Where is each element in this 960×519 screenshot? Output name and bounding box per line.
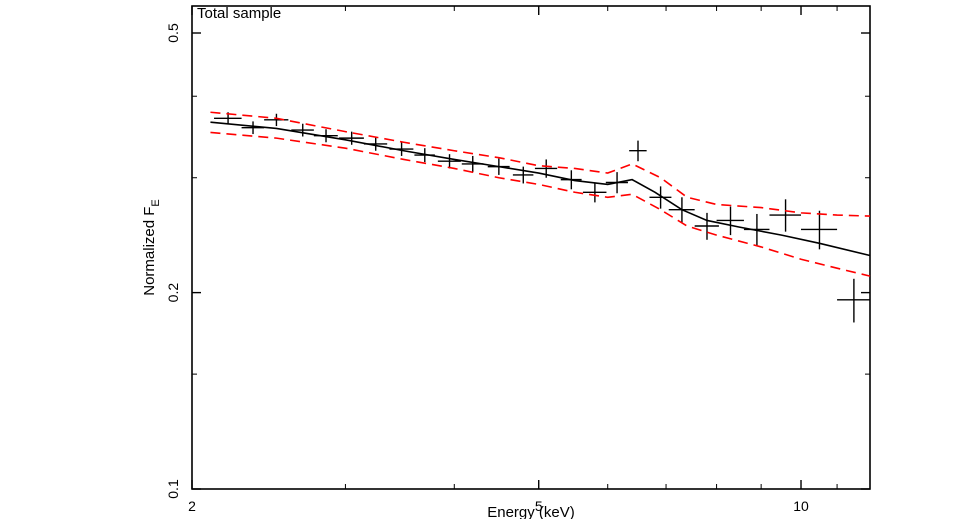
xtick-label: 10 (793, 498, 809, 514)
upper-bound-line (210, 112, 870, 216)
x-axis-label: Energy (keV) (487, 504, 575, 519)
plot-frame (192, 6, 870, 489)
svg-text:Normalized FE: Normalized FE (141, 199, 162, 296)
ytick-label: 0.2 (165, 283, 181, 303)
y-axis-label: Normalized FE (141, 199, 162, 296)
spectrum-chart: 25100.10.20.5Total sampleEnergy (keV)Nor… (0, 0, 960, 519)
lower-bound-line (210, 132, 870, 276)
chart-title: Total sample (197, 5, 281, 22)
xtick-label: 2 (188, 498, 196, 514)
ytick-label: 0.1 (165, 479, 181, 499)
ytick-label: 0.5 (165, 23, 181, 43)
